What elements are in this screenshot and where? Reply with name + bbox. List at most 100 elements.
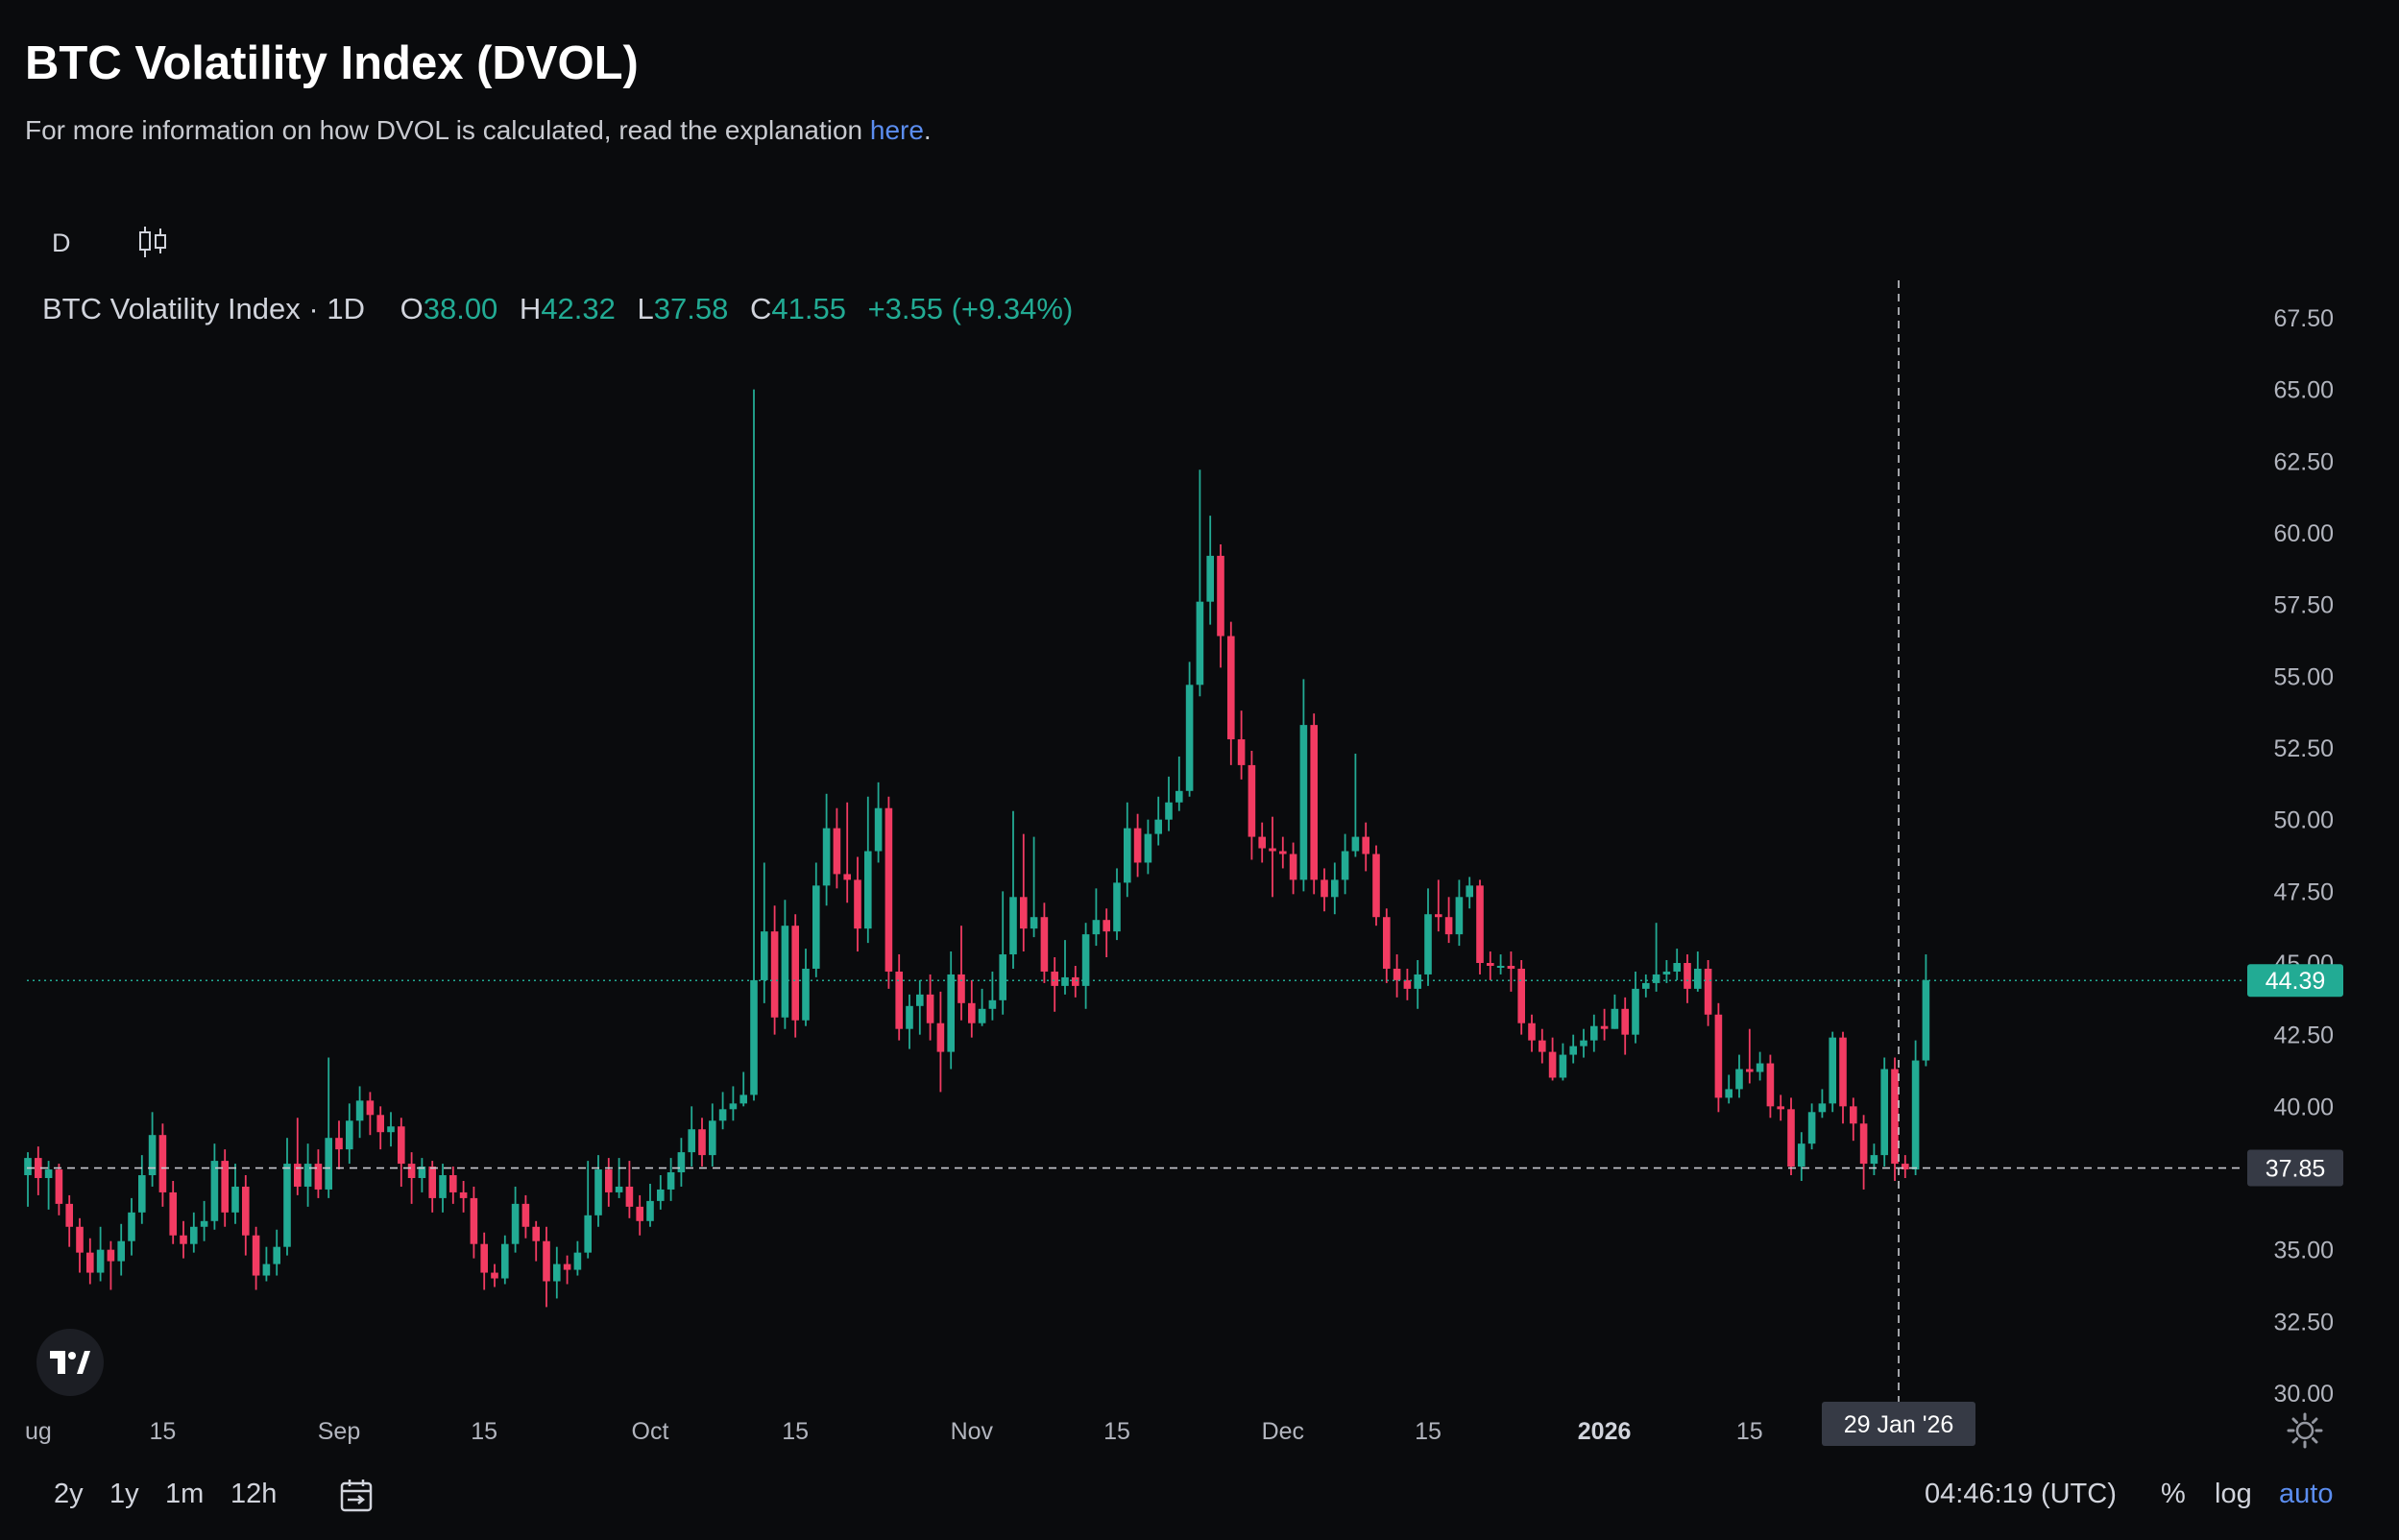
range-12h-button[interactable]: 12h: [230, 1479, 278, 1509]
range-2y-button[interactable]: 2y: [54, 1479, 84, 1509]
explanation-link[interactable]: here: [869, 115, 924, 145]
candle-body: [1559, 1054, 1567, 1078]
x-tick-label: 15: [1103, 1418, 1130, 1445]
bottom-toolbar: 2y 1y 1m 12h 04:46:19 (UTC) % log auto: [0, 1469, 2399, 1523]
legend-low-value: 37.58: [653, 292, 729, 325]
candle-body: [1072, 976, 1079, 986]
candle-body: [418, 1167, 426, 1178]
candlestick-icon[interactable]: [136, 225, 169, 259]
candle-body: [1061, 976, 1069, 986]
candle-body: [1165, 802, 1173, 820]
candle-body: [521, 1203, 530, 1227]
candle-body: [148, 1135, 157, 1176]
candle-body: [1310, 725, 1318, 880]
candle-body: [1611, 1008, 1619, 1029]
candle-body: [1548, 1051, 1557, 1078]
candle-body: [169, 1191, 177, 1236]
candle-body: [1331, 879, 1339, 898]
subtitle-text: For more information on how DVOL is calc…: [25, 115, 870, 145]
y-tick-label: 60.00: [2273, 520, 2334, 547]
tradingview-logo[interactable]: [36, 1329, 104, 1396]
candle-body: [1175, 790, 1183, 803]
candle-body: [1237, 739, 1246, 765]
candle-body: [605, 1169, 613, 1192]
range-1y-button[interactable]: 1y: [109, 1479, 139, 1509]
candle-body: [1642, 982, 1650, 989]
candle-body: [1756, 1063, 1764, 1072]
legend-close-label: C: [749, 292, 772, 325]
candle-body: [791, 926, 799, 1021]
candle-body: [1092, 920, 1101, 935]
candle-body: [283, 1164, 291, 1247]
candle-body: [1444, 917, 1453, 935]
auto-scale-toggle[interactable]: auto: [2279, 1479, 2334, 1509]
candle-body: [1714, 1014, 1723, 1098]
candle-body: [24, 1158, 32, 1176]
candle-body: [439, 1175, 447, 1198]
candle-body: [833, 828, 841, 875]
candle-body: [718, 1109, 727, 1121]
interval-button[interactable]: D: [52, 229, 71, 257]
candle-body: [1351, 836, 1360, 852]
price-chart[interactable]: 67.50 65.00 62.50 60.00 57.50 55.00 52.50 50.00…: [0, 269, 2399, 1469]
utc-clock[interactable]: 04:46:19 (UTC): [1925, 1479, 2117, 1509]
candle-body: [1684, 963, 1691, 989]
candle-body: [999, 954, 1006, 1000]
x-tick-label: 15: [471, 1418, 497, 1445]
candle-body: [1600, 1025, 1609, 1029]
candle-body: [709, 1120, 716, 1156]
candle-body: [1393, 968, 1401, 980]
candle-body: [906, 1005, 913, 1029]
candle-body: [761, 931, 768, 980]
candle-body: [459, 1191, 468, 1198]
candle-body: [1196, 601, 1204, 686]
candle-body: [1496, 965, 1505, 968]
candle-body: [532, 1226, 540, 1241]
candle-body: [978, 1008, 986, 1023]
candle-body: [76, 1226, 84, 1253]
candle-body: [1248, 764, 1256, 837]
candle-body: [294, 1164, 302, 1187]
last-price-label: 44.39: [2266, 968, 2326, 995]
x-tick-label: Oct: [632, 1418, 669, 1445]
date-range-icon[interactable]: [338, 1477, 376, 1515]
candle-body: [1870, 1155, 1878, 1165]
candle-body: [1154, 819, 1162, 834]
candle-body: [926, 994, 934, 1023]
candle-body: [1694, 968, 1702, 989]
percent-scale-toggle[interactable]: %: [2161, 1479, 2186, 1509]
candle-body: [210, 1161, 219, 1221]
log-scale-toggle[interactable]: log: [2215, 1479, 2252, 1509]
candle-body: [1621, 1008, 1629, 1035]
y-tick-label: 55.00: [2273, 663, 2334, 690]
candle-body: [221, 1161, 229, 1213]
candle-body: [1217, 555, 1224, 637]
candle-body: [739, 1095, 747, 1104]
candle-body: [812, 885, 820, 969]
candle-body: [376, 1115, 384, 1133]
candle-body: [1652, 974, 1660, 983]
candle-body: [874, 807, 883, 852]
y-tick-label: 62.50: [2273, 448, 2334, 475]
x-tick-label: 15: [149, 1418, 176, 1445]
candle-body: [355, 1100, 364, 1121]
y-tick-label: 47.50: [2273, 878, 2334, 905]
candle-body: [1258, 836, 1266, 849]
candle-body: [387, 1126, 395, 1133]
candle-body: [1299, 725, 1308, 880]
candle-body: [657, 1189, 665, 1201]
y-tick-label: 40.00: [2273, 1094, 2334, 1120]
candle-body: [843, 874, 851, 880]
settings-gear-icon[interactable]: [2286, 1411, 2324, 1450]
candle-body: [625, 1186, 634, 1207]
candle-body: [1466, 885, 1473, 898]
y-tick-label: 67.50: [2273, 305, 2334, 332]
candle-body: [1403, 979, 1412, 989]
candle-body: [1185, 685, 1194, 791]
candle-body: [35, 1158, 42, 1178]
candle-body: [988, 999, 997, 1009]
candle-body: [1020, 897, 1028, 929]
range-1m-button[interactable]: 1m: [165, 1479, 205, 1509]
candle-body: [729, 1103, 738, 1110]
candle-body: [936, 1023, 945, 1052]
